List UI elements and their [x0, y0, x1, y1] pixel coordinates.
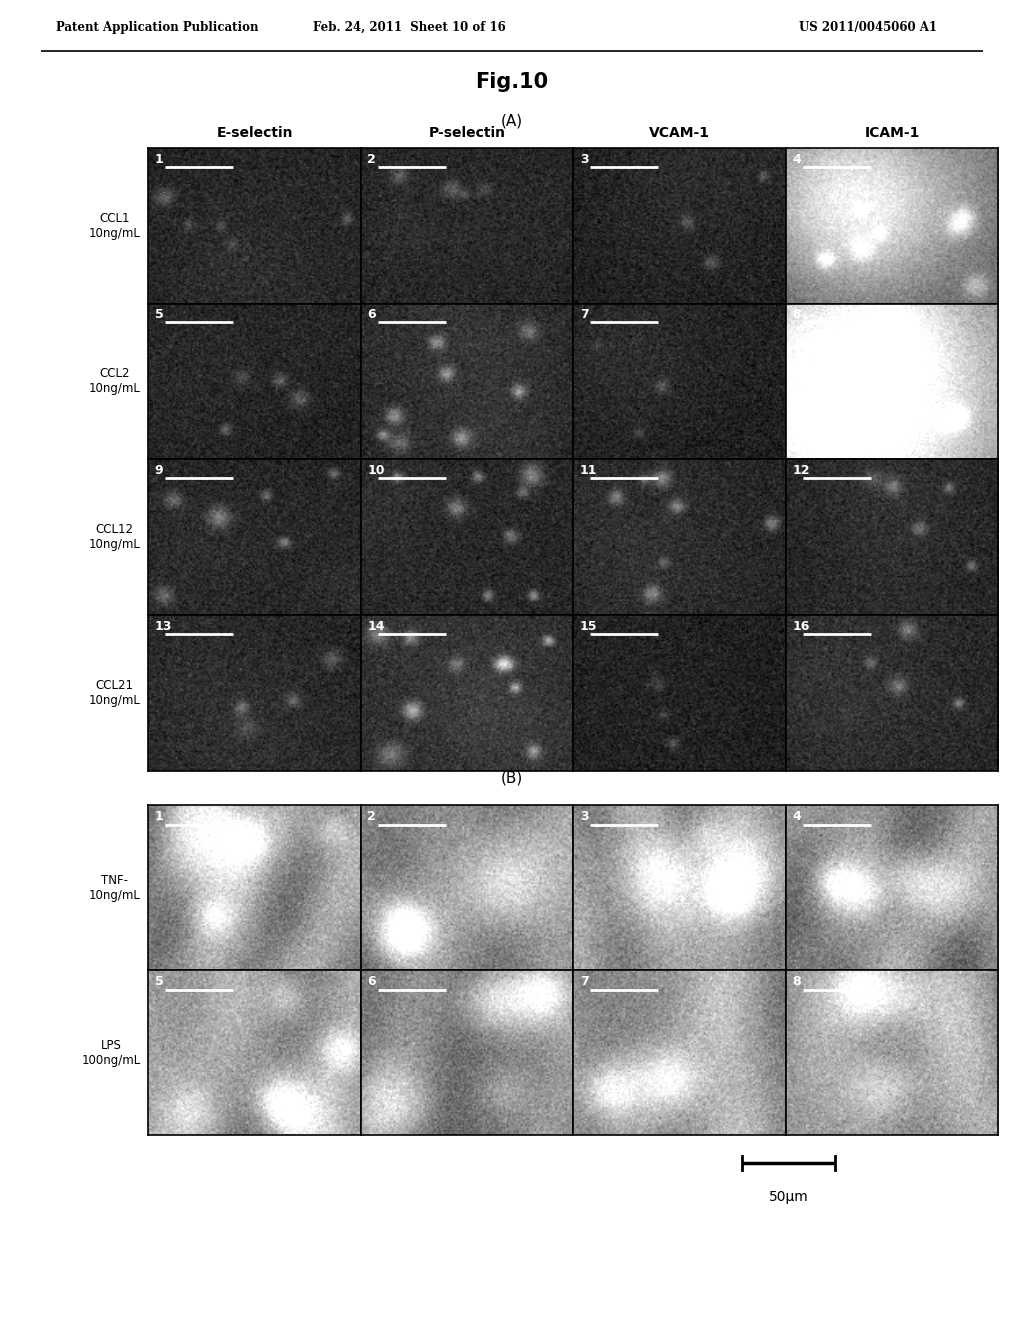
Text: 2: 2 [368, 810, 376, 824]
Text: 11: 11 [580, 465, 597, 477]
Text: 4: 4 [793, 810, 801, 824]
Text: 9: 9 [155, 465, 164, 477]
Text: 8: 8 [793, 309, 801, 321]
Text: 2: 2 [368, 153, 376, 165]
Text: VCAM-1: VCAM-1 [649, 127, 711, 140]
Text: 3: 3 [580, 153, 589, 165]
Text: (A): (A) [501, 114, 523, 129]
Text: LPS
100ng/mL: LPS 100ng/mL [81, 1039, 140, 1067]
Text: CCL2
10ng/mL: CCL2 10ng/mL [89, 367, 140, 396]
Text: 12: 12 [793, 465, 810, 477]
Text: 4: 4 [793, 153, 801, 165]
Text: 14: 14 [368, 620, 385, 632]
Text: (B): (B) [501, 771, 523, 785]
Text: CCL1
10ng/mL: CCL1 10ng/mL [89, 211, 140, 240]
Text: Feb. 24, 2011  Sheet 10 of 16: Feb. 24, 2011 Sheet 10 of 16 [313, 21, 506, 34]
Text: 13: 13 [155, 620, 172, 632]
Text: Patent Application Publication: Patent Application Publication [56, 21, 259, 34]
Text: E-selectin: E-selectin [216, 127, 293, 140]
Text: Fig.10: Fig.10 [475, 71, 549, 92]
Text: CCL21
10ng/mL: CCL21 10ng/mL [89, 678, 140, 708]
Text: 1: 1 [155, 153, 164, 165]
Text: CCL12
10ng/mL: CCL12 10ng/mL [89, 523, 140, 552]
Text: 7: 7 [580, 309, 589, 321]
Text: TNF-
10ng/mL: TNF- 10ng/mL [89, 874, 140, 902]
Text: ICAM-1: ICAM-1 [864, 127, 920, 140]
Text: P-selectin: P-selectin [429, 127, 506, 140]
Text: 6: 6 [368, 975, 376, 989]
Text: 50μm: 50μm [769, 1191, 808, 1204]
Text: 15: 15 [580, 620, 597, 632]
Text: US 2011/0045060 A1: US 2011/0045060 A1 [799, 21, 937, 34]
Text: 10: 10 [368, 465, 385, 477]
Text: 5: 5 [155, 975, 164, 989]
Text: 7: 7 [580, 975, 589, 989]
Text: 16: 16 [793, 620, 810, 632]
Text: 3: 3 [580, 810, 589, 824]
Text: 1: 1 [155, 810, 164, 824]
Text: 6: 6 [368, 309, 376, 321]
Text: 8: 8 [793, 975, 801, 989]
Text: 5: 5 [155, 309, 164, 321]
